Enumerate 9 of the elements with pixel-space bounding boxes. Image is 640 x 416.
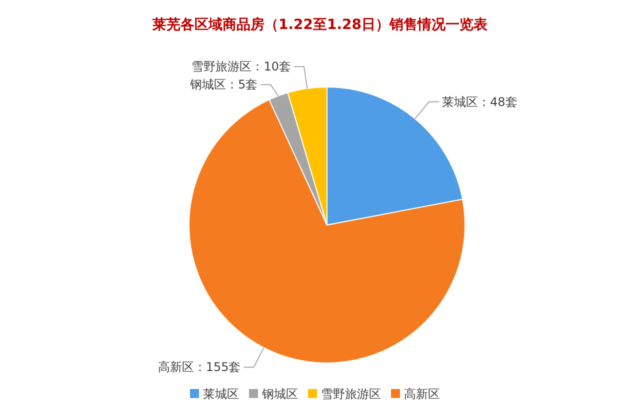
data-label: 雪野旅游区：10套 bbox=[192, 60, 292, 74]
legend-label: 钢城区 bbox=[262, 387, 298, 401]
data-label: 钢城区：5套 bbox=[188, 78, 258, 92]
chart-title: 莱芜各区域商品房（1.22至1.28日）销售情况一览表 bbox=[151, 16, 489, 35]
legend-label: 雪野旅游区 bbox=[321, 387, 381, 401]
data-label: 莱城区：48套 bbox=[442, 94, 518, 109]
legend-label: 高新区 bbox=[404, 387, 440, 401]
legend-label: 莱城区 bbox=[203, 387, 239, 401]
data-label: 高新区：155套 bbox=[158, 360, 241, 374]
